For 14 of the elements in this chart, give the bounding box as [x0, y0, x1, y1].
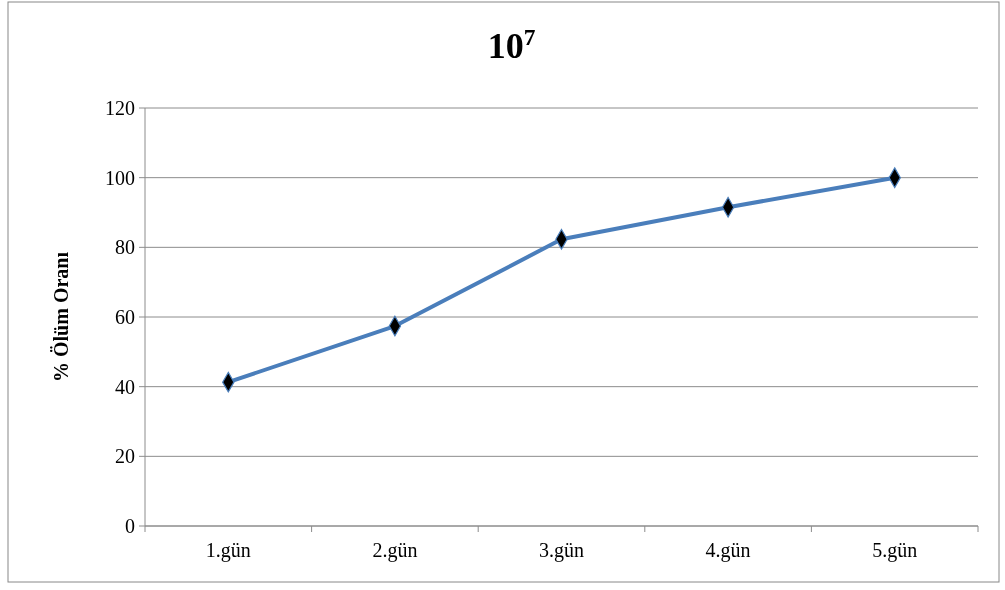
- y-tick-label: 100: [105, 166, 135, 189]
- x-tick-label: 2.gün: [372, 539, 418, 562]
- y-tick-label: 0: [125, 515, 135, 537]
- x-tick-label: 3.gün: [539, 539, 584, 562]
- y-tick-label: 120: [105, 97, 135, 119]
- y-tick-label: 80: [115, 236, 135, 259]
- y-tick-label: 60: [115, 306, 135, 328]
- y-tick-label: 20: [115, 445, 135, 468]
- chart-title: 10$^{7}$: [487, 24, 536, 66]
- y-tick-label: 40: [115, 375, 135, 398]
- y-axis-title: % Ölüm Oranı: [50, 251, 72, 383]
- x-tick-label: 4.gün: [705, 539, 751, 562]
- x-tick-label: 5.gün: [872, 539, 918, 562]
- x-tick-label: 1.gün: [205, 539, 251, 562]
